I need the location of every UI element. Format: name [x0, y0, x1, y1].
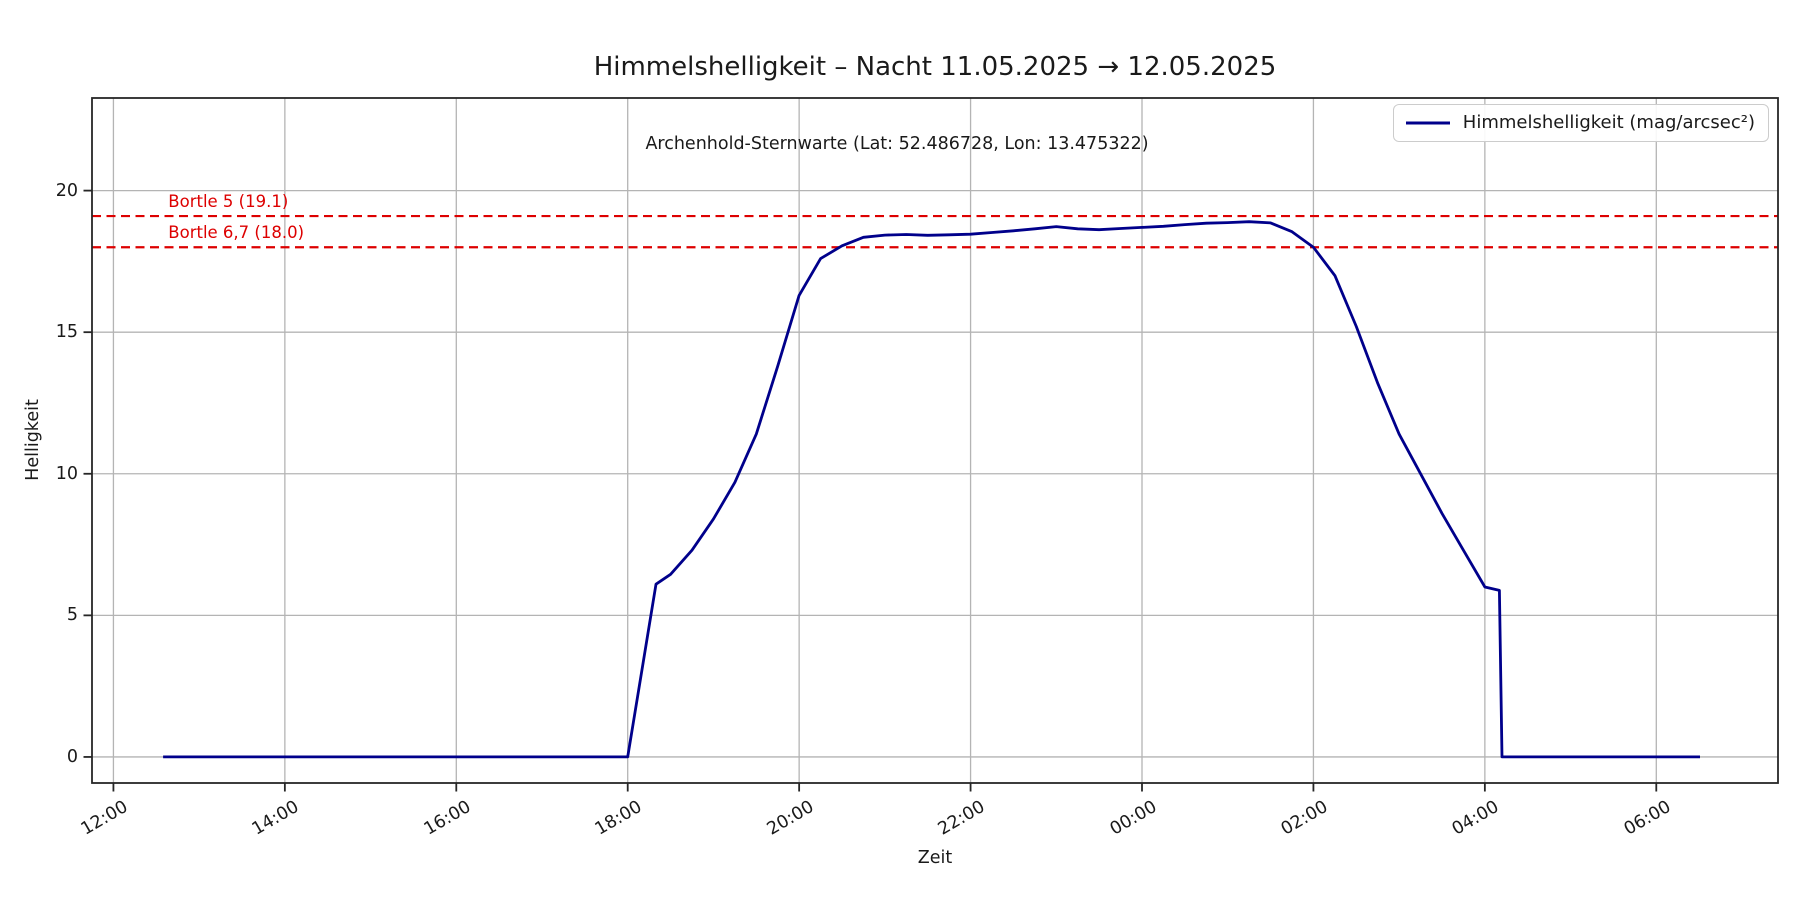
- y-tick-label: 20: [55, 180, 78, 201]
- grid: [92, 98, 1778, 783]
- legend-label: Himmelshelligkeit (mag/arcsec²): [1462, 112, 1755, 133]
- bortle67-line-label: Bortle 6,7 (18.0): [168, 223, 305, 243]
- brightness-line: [163, 220, 1700, 759]
- bortle5-line-label: Bortle 5 (19.1): [168, 192, 289, 212]
- y-tick-label: 15: [55, 322, 78, 343]
- y-tick-label: 0: [66, 746, 78, 767]
- legend: Himmelshelligkeit (mag/arcsec²): [1392, 104, 1769, 142]
- plot-border: [91, 97, 1779, 784]
- chart-subtitle: Archenhold-Sternwarte (Lat: 52.486728, L…: [645, 134, 1149, 154]
- legend-line-swatch: [1405, 121, 1450, 124]
- y-tick-label: 10: [55, 463, 78, 484]
- y-tick-label: 5: [66, 605, 78, 626]
- x-axis-label: Zeit: [917, 848, 953, 868]
- tick-marks: [83, 189, 1658, 792]
- chart-title: Himmelshelligkeit – Nacht 11.05.2025 → 1…: [593, 52, 1277, 82]
